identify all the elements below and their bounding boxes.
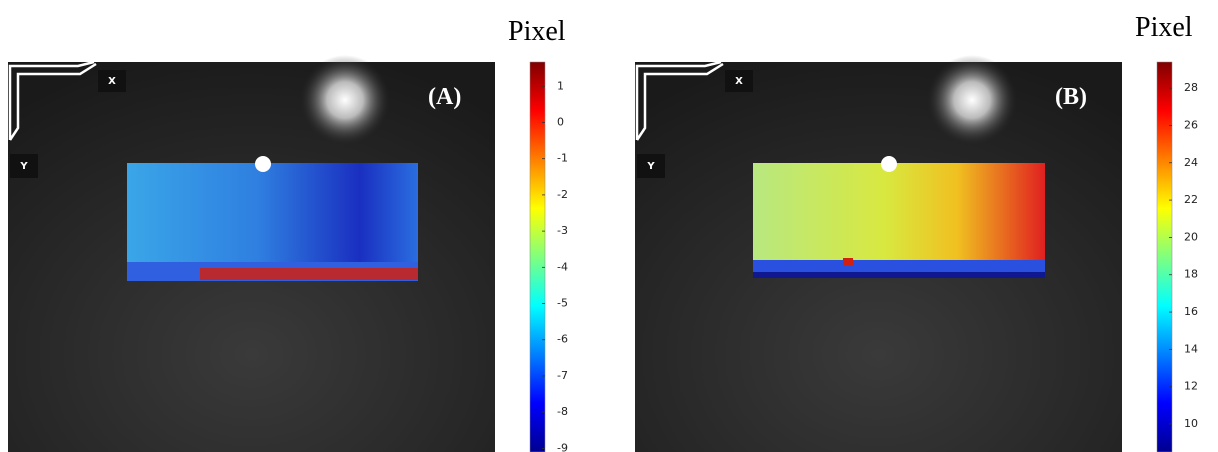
colorbar-tick-label: 20 — [1184, 230, 1198, 243]
colorbar-tick-label: 0 — [557, 115, 564, 128]
colorbar-tick-label: -7 — [557, 369, 568, 382]
axis-label: Y — [19, 161, 28, 172]
colorbar-tick-label: 24 — [1184, 156, 1198, 169]
axis-label: X — [735, 76, 743, 87]
colorbar — [1156, 61, 1173, 452]
colorbar-tick-label: 12 — [1184, 380, 1198, 393]
panel-b-image: X Y (B) — [635, 55, 1122, 452]
panel-a-image: X Y (A) — [8, 55, 495, 452]
colorbar-tick-label: -4 — [557, 260, 568, 273]
colorbar-tick-label: -1 — [557, 152, 568, 165]
panel-label: (B) — [1055, 84, 1087, 110]
panel-label: (A) — [428, 84, 461, 110]
colorbar-tick-label: 14 — [1184, 342, 1198, 355]
axis-label: Y — [646, 161, 655, 172]
colorbar-tick-label: 22 — [1184, 193, 1198, 206]
colorbar-tick-label: -2 — [557, 188, 568, 201]
colorbar-tick-label: 10 — [1184, 417, 1198, 430]
colorbar-tick-label: -3 — [557, 224, 568, 237]
colorbar-tick-label: 26 — [1184, 118, 1198, 131]
colorbar — [529, 61, 546, 452]
colorbar-tick-label: -9 — [557, 441, 568, 452]
colorbar-title: Pixel — [508, 16, 566, 47]
colorbar-tick-label: 28 — [1184, 81, 1198, 94]
colorbar-title: Pixel — [1135, 12, 1193, 43]
colorbar-tick-label: -8 — [557, 405, 568, 418]
colorbar-tick-label: 18 — [1184, 268, 1198, 281]
axis-label: X — [108, 76, 116, 87]
colorbar-tick-label: 16 — [1184, 305, 1198, 318]
colorbar-tick-label: -5 — [557, 297, 568, 310]
colorbar-tick-label: -6 — [557, 333, 568, 346]
colorbar-tick-label: 1 — [557, 79, 564, 92]
